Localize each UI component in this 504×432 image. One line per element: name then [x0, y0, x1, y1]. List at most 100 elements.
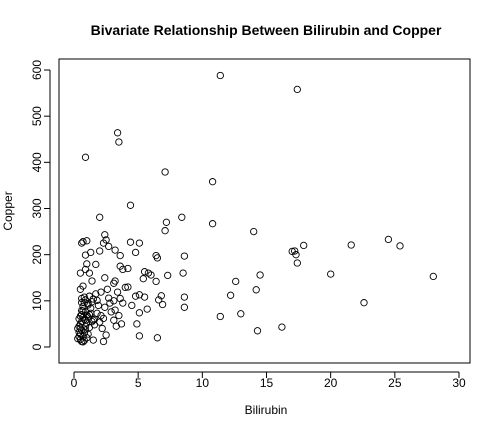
data-point — [135, 239, 144, 247]
data-point — [139, 275, 147, 283]
y-tick-label: 400 — [30, 152, 44, 172]
data-point — [83, 260, 91, 268]
x-tick-label: 20 — [324, 376, 338, 390]
data-point — [147, 271, 155, 279]
data-point — [106, 299, 114, 307]
data-point — [180, 293, 189, 301]
data-point — [78, 306, 86, 315]
data-point — [164, 271, 172, 280]
x-tick-label: 10 — [196, 376, 210, 390]
data-point — [237, 310, 245, 318]
data-point — [107, 308, 115, 316]
data-point — [96, 213, 104, 221]
data-point — [208, 220, 217, 228]
data-point — [140, 268, 149, 276]
data-point — [161, 227, 169, 235]
x-tick-label: 15 — [260, 376, 274, 390]
data-point — [101, 303, 109, 311]
data-point — [89, 336, 97, 344]
data-point — [115, 138, 123, 146]
y-tick-label: 600 — [30, 60, 44, 80]
data-point — [292, 251, 300, 259]
data-point — [135, 332, 144, 340]
y-tick-label: 300 — [30, 198, 44, 218]
data-point — [121, 283, 129, 292]
data-point — [293, 85, 301, 94]
data-point — [98, 324, 106, 333]
data-point — [216, 312, 224, 321]
y-tick-label: 100 — [30, 291, 44, 311]
data-point — [300, 241, 308, 250]
data-point — [79, 238, 87, 246]
data-point — [101, 231, 109, 239]
data-point — [78, 239, 86, 247]
data-point — [152, 277, 160, 286]
data-point — [87, 309, 95, 317]
data-point — [81, 326, 90, 334]
data-point — [88, 277, 96, 285]
data-point — [143, 305, 151, 313]
data-point — [81, 153, 90, 161]
data-point — [226, 291, 235, 299]
data-point — [110, 316, 118, 324]
data-point — [126, 238, 135, 246]
data-point — [79, 282, 87, 290]
data-point — [135, 309, 144, 317]
data-point — [103, 285, 112, 293]
data-point — [89, 295, 97, 303]
data-point — [278, 323, 286, 331]
x-axis: 0 5 10 15 20 25 30 — [71, 371, 466, 390]
data-point — [90, 321, 99, 329]
plot-frame — [58, 58, 471, 364]
data-point — [84, 299, 92, 308]
data-point — [105, 242, 113, 251]
data-point — [216, 71, 224, 80]
data-point — [85, 311, 94, 319]
data-point — [85, 269, 94, 277]
data-point — [102, 331, 110, 339]
data-point — [97, 311, 105, 320]
data-point — [161, 168, 169, 176]
data-point — [153, 254, 162, 262]
data-point — [80, 336, 88, 345]
data-point — [347, 241, 355, 249]
data-point — [115, 311, 123, 320]
data-point — [180, 252, 189, 260]
data-point — [124, 264, 132, 273]
data-point — [360, 299, 368, 307]
data-point — [126, 201, 135, 209]
data-point — [124, 283, 132, 291]
data-point — [97, 288, 105, 296]
data-point — [90, 315, 99, 323]
data-point — [110, 279, 118, 287]
data-point — [76, 269, 85, 277]
data-point — [99, 239, 108, 247]
data-point — [79, 333, 87, 341]
data-point — [99, 337, 108, 346]
data-point — [131, 292, 140, 300]
data-point — [111, 306, 119, 314]
data-point — [179, 269, 187, 277]
data-point — [113, 129, 122, 137]
data-point — [76, 324, 85, 332]
data-point — [293, 259, 301, 267]
data-point — [93, 296, 101, 305]
x-tick-label: 25 — [388, 376, 402, 390]
data-point — [250, 227, 258, 236]
chart-title: Bivariate Relationship Between Bilirubin… — [91, 22, 442, 38]
data-point — [89, 316, 97, 324]
data-point — [256, 271, 264, 279]
data-point — [78, 326, 86, 334]
data-point — [94, 301, 103, 310]
data-point — [157, 292, 165, 300]
data-point — [92, 260, 100, 269]
data-point — [116, 251, 124, 260]
data-point — [180, 303, 189, 311]
data-point — [119, 265, 127, 274]
data-point — [252, 286, 260, 294]
y-axis-label: Copper — [1, 191, 15, 230]
data-point — [79, 338, 87, 346]
data-point — [208, 178, 217, 186]
data-point — [111, 246, 119, 254]
data-point — [291, 247, 299, 255]
